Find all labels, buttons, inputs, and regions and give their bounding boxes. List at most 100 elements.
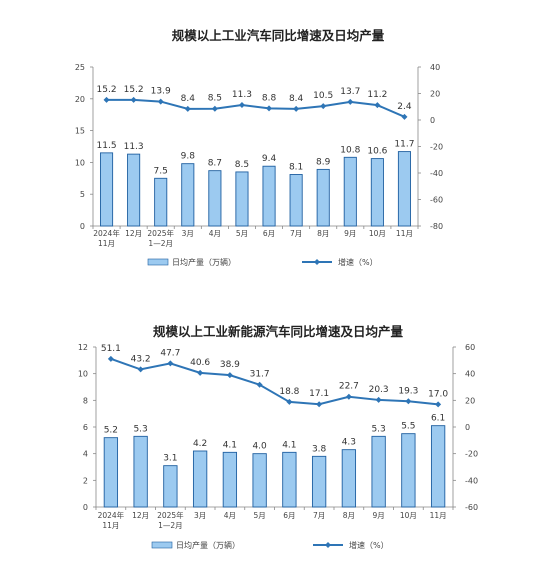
left-tick-label: 12 [78,343,88,352]
right-tick-label: -20 [430,143,443,152]
legend-bar-label: 日均产量（万辆） [176,540,240,550]
line-point [256,381,263,388]
line-value-label: 15.2 [97,85,117,95]
line-point [374,102,381,109]
chart-title: 规模以上工业新能源汽车同比增速及日均产量 [152,324,403,339]
line-value-label: 8.4 [289,94,304,104]
x-tick-label: 2025年 [157,510,184,520]
line-value-label: 17.0 [428,389,448,399]
legend-line-marker [314,259,320,265]
bar [103,437,119,508]
right-tick-label: -20 [465,450,478,459]
bar-value-label: 7.5 [154,166,168,176]
right-tick-label: 60 [465,343,475,352]
line-value-label: 10.5 [313,91,333,101]
bar-value-label: 8.7 [208,159,222,169]
x-tick-label: 7月 [290,229,302,238]
x-tick-label: 3月 [194,511,206,520]
bar-value-label: 11.7 [394,140,414,150]
line-value-label: 19.3 [398,386,418,396]
left-tick-label: 8 [83,396,88,405]
bar-value-label: 11.3 [124,142,144,152]
bar [430,425,446,508]
line-point [345,393,352,400]
x-tick-label: 11月 [430,511,447,520]
line-value-label: 20.3 [369,385,389,395]
legend-bar-label: 日均产量（万辆） [172,257,236,267]
line-point [286,398,293,405]
line-point [401,113,408,120]
line-point [211,105,218,112]
bar-value-label: 4.1 [223,440,237,450]
right-tick-label: -60 [465,503,478,512]
right-tick-label: 40 [465,370,475,379]
line-point [266,105,273,112]
bar-value-label: 8.9 [316,157,331,167]
right-tick-label: -40 [430,169,443,178]
right-tick-label: 0 [430,116,435,125]
bar-value-label: 3.1 [163,454,177,464]
line-value-label: 13.9 [151,87,171,97]
line-point [130,96,137,103]
left-tick-label: 0 [80,222,85,231]
line-point [157,98,164,105]
line-point [375,396,382,403]
legend-line-label: 增速（%） [338,257,378,267]
bar [282,451,297,508]
line-value-label: 51.1 [101,344,121,354]
x-tick-label: 11月 [98,239,115,248]
line-value-label: 17.1 [309,389,329,399]
line-point [107,355,114,362]
bar [181,163,195,227]
x-tick-label: 8月 [317,229,329,238]
bar [252,453,267,508]
bar-value-label: 6.1 [431,414,445,424]
bar-value-label: 5.5 [401,422,415,432]
bar [371,435,386,508]
x-tick-label: 12月 [132,511,149,520]
bar-value-label: 5.3 [371,424,385,434]
bar [222,451,238,508]
left-tick-label: 10 [75,158,85,167]
line-value-label: 18.8 [279,387,299,397]
bar [208,170,222,227]
line-value-label: 11.3 [232,90,252,100]
x-tick-label: 4月 [209,229,221,238]
left-tick-label: 2 [83,476,88,485]
x-tick-label: 9月 [344,229,356,238]
x-tick-label: 5月 [236,229,248,238]
bar-value-label: 8.5 [235,160,249,170]
bar [192,450,208,508]
line-value-label: 2.4 [397,102,412,112]
bar-value-label: 10.8 [340,145,360,155]
legend-bar-swatch [147,258,169,266]
left-tick-label: 20 [75,95,85,104]
chart-title: 规模以上工业汽车同比增速及日均产量 [171,28,385,43]
bar [311,455,327,508]
x-tick-label: 7月 [313,511,325,520]
bar [401,433,416,508]
line-point [238,102,245,109]
x-tick-label: 4月 [224,511,236,520]
line-value-label: 8.4 [181,94,196,104]
line-value-label: 47.7 [160,348,180,358]
chart-nev-production: 规模以上工业新能源汽车同比增速及日均产量 0 2 4 6 8 10 12 -60 -40 -20 0… [0,290,556,578]
line-point [137,366,144,373]
bar-value-label: 9.8 [181,152,196,162]
left-tick-label: 5 [80,190,85,199]
bar [154,177,168,227]
x-tick-label: 9月 [372,511,384,520]
bar-value-label: 3.8 [312,444,327,454]
x-tick-label: 11月 [396,229,413,238]
line-point [293,105,300,112]
bar-value-label: 4.0 [252,442,267,452]
line-point [316,401,323,408]
x-tick-label: 10月 [400,511,417,520]
x-tick-label: 3月 [182,229,194,238]
legend-line-label: 增速（%） [349,540,389,550]
growth-line [106,98,405,118]
x-tick-label: 10月 [369,229,386,238]
line-point [103,96,110,103]
